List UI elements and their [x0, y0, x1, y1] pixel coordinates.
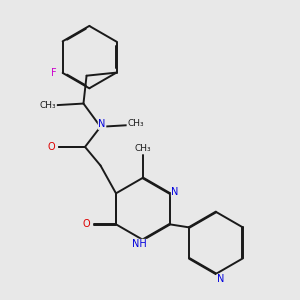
Text: CH₃: CH₃ [134, 144, 151, 153]
Text: NH: NH [132, 239, 146, 249]
Text: F: F [51, 68, 56, 78]
Text: CH₃: CH₃ [40, 100, 56, 109]
Text: O: O [83, 219, 90, 229]
Text: N: N [172, 187, 179, 197]
Text: N: N [217, 274, 224, 284]
Text: O: O [47, 142, 55, 152]
Text: N: N [98, 119, 106, 129]
Text: CH₃: CH₃ [127, 119, 144, 128]
